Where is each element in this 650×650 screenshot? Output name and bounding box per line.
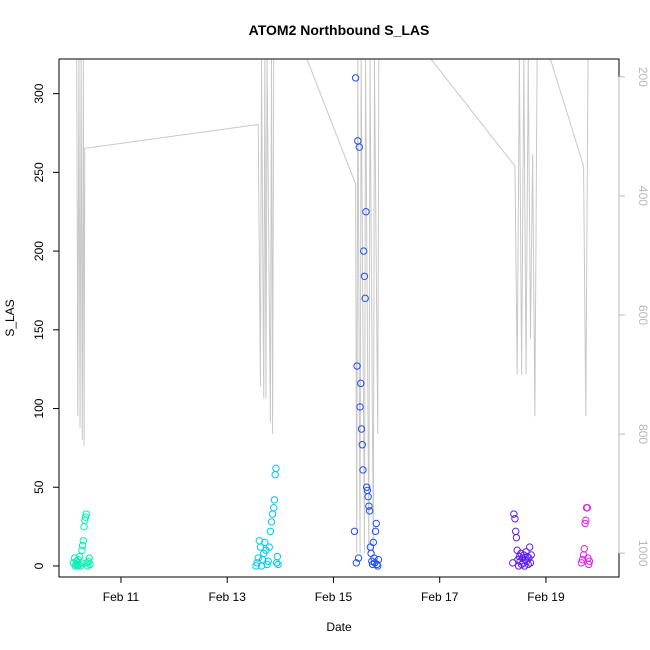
- secondary-y-tick-label: 600: [636, 305, 650, 325]
- data-point: [374, 555, 383, 564]
- data-point: [526, 559, 535, 567]
- data-point: [350, 527, 359, 536]
- secondary-y-tick-label: 1000: [636, 540, 650, 567]
- data-point: [356, 403, 364, 411]
- data-point: [351, 74, 360, 82]
- data-point: [78, 541, 87, 550]
- data-point: [523, 552, 532, 561]
- data-point: [268, 510, 277, 518]
- data-point: [583, 504, 591, 512]
- secondary-y-axis: 200 400 600 800 1000: [618, 67, 650, 567]
- x-tick-label: Feb 15: [315, 590, 353, 604]
- data-point: [267, 518, 276, 526]
- y-axis-label: S_LAS: [3, 299, 17, 336]
- data-point: [581, 519, 589, 528]
- x-axis-label: Date: [326, 620, 352, 634]
- data-point: [272, 559, 281, 567]
- data-point: [367, 549, 375, 558]
- x-tick-label: Feb 13: [209, 590, 247, 604]
- data-point: [358, 441, 366, 449]
- data-point: [265, 543, 273, 551]
- data-point: [357, 379, 365, 388]
- data-point: [360, 247, 368, 255]
- depth-trace-layer: [76, 59, 589, 554]
- data-point: [577, 559, 586, 567]
- data-point: [365, 502, 373, 510]
- data-point: [274, 560, 282, 569]
- data-point: [362, 208, 370, 216]
- y-tick-label: 250: [32, 162, 46, 182]
- data-point: [364, 493, 372, 501]
- data-point: [263, 560, 271, 569]
- x-tick-label: Feb 17: [421, 590, 459, 604]
- data-point: [371, 527, 380, 536]
- data-point: [270, 504, 278, 512]
- data-point: [510, 510, 518, 518]
- data-point: [354, 554, 363, 562]
- data-point: [75, 560, 83, 569]
- data-point: [80, 522, 88, 531]
- data-point: [578, 555, 587, 564]
- y-tick-label: 100: [32, 398, 46, 418]
- data-point: [580, 544, 589, 553]
- data-point: [369, 538, 378, 547]
- x-tick-label: Feb 19: [527, 590, 565, 604]
- data-point: [261, 538, 269, 547]
- secondary-y-tick-label: 200: [636, 67, 650, 87]
- data-point: [353, 362, 361, 370]
- chart-title: ATOM2 Northbound S_LAS: [249, 22, 430, 38]
- y-tick-label: 50: [32, 480, 46, 494]
- data-point: [360, 272, 369, 280]
- x-tick-label: Feb 11: [103, 590, 140, 604]
- data-point: [585, 557, 594, 565]
- secondary-y-tick-label: 400: [636, 186, 650, 206]
- data-point: [370, 554, 378, 562]
- data-point: [585, 560, 593, 569]
- data-point: [522, 548, 530, 556]
- data-point: [254, 554, 262, 562]
- data-point: [361, 294, 369, 303]
- data-points-layer: [69, 74, 594, 570]
- data-point: [352, 559, 361, 567]
- y-axis: 0 50 100 150 200 250 300: [32, 83, 59, 569]
- data-point: [272, 464, 280, 473]
- x-axis: Feb 11 Feb 13 Feb 15 Feb 17 Feb 19: [103, 577, 565, 604]
- data-point: [76, 562, 85, 570]
- data-point: [266, 527, 275, 536]
- data-point: [362, 483, 371, 491]
- data-point: [78, 546, 86, 554]
- data-point: [511, 515, 519, 523]
- y-tick-label: 200: [32, 241, 46, 261]
- data-point: [252, 562, 260, 570]
- secondary-y-tick-label: 800: [636, 424, 650, 444]
- data-point: [509, 559, 517, 567]
- data-point: [86, 560, 94, 569]
- data-point: [366, 543, 375, 551]
- data-point: [372, 519, 380, 528]
- data-point: [264, 557, 272, 565]
- data-point: [81, 513, 90, 521]
- data-point: [79, 537, 88, 545]
- data-point: [582, 516, 590, 525]
- data-point: [355, 143, 363, 151]
- data-point: [273, 552, 282, 561]
- y-tick-label: 0: [32, 562, 46, 569]
- data-point: [365, 507, 374, 515]
- data-point: [72, 560, 80, 569]
- data-point: [271, 470, 279, 479]
- data-point: [270, 496, 279, 504]
- data-point: [526, 543, 534, 551]
- depth-trace-line: [76, 59, 589, 554]
- data-point: [512, 527, 520, 536]
- y-tick-label: 300: [32, 83, 46, 103]
- data-point: [527, 551, 535, 559]
- data-point: [256, 543, 265, 551]
- y-tick-label: 150: [32, 319, 46, 339]
- data-point: [82, 510, 91, 518]
- data-point: [359, 466, 367, 474]
- data-point: [357, 425, 366, 433]
- data-point: [84, 562, 92, 570]
- data-point: [512, 533, 521, 542]
